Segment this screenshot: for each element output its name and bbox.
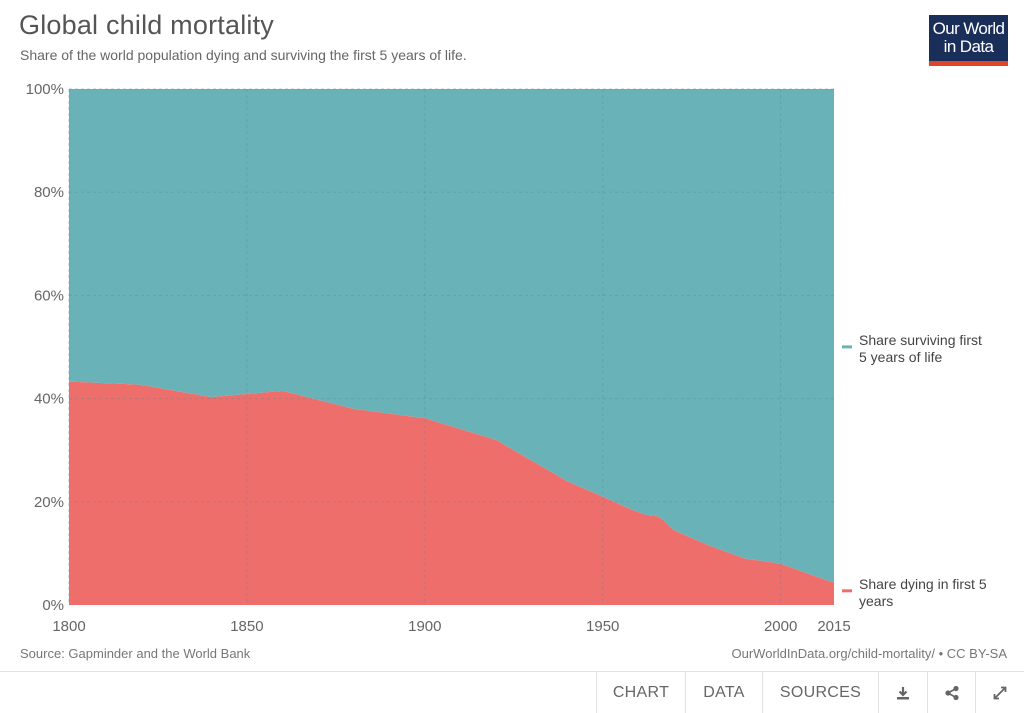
tab-data[interactable]: DATA [685, 672, 762, 713]
y-tick-label: 0% [42, 597, 64, 614]
source-note: Source: Gapminder and the World Bank [20, 646, 251, 661]
legend-surviving: Share surviving first 5 years of life [859, 332, 982, 365]
share-button[interactable] [927, 672, 975, 713]
expand-icon [993, 686, 1007, 699]
y-tick-label: 100% [26, 81, 64, 98]
series-area-dying[interactable] [69, 381, 834, 605]
expand-button[interactable] [975, 672, 1024, 713]
download-icon [897, 686, 909, 699]
chart-title: Global child mortality [19, 10, 274, 40]
y-tick-label: 80% [34, 184, 64, 201]
y-tick-label: 20% [34, 494, 64, 511]
chart-subtitle: Share of the world population dying and … [20, 47, 467, 63]
y-tick-label: 40% [34, 391, 64, 408]
x-tick-label: 2015 [817, 618, 850, 635]
logo-line-2: in Data [943, 37, 994, 56]
legend-dying: Share dying in first 5 years [859, 576, 987, 609]
share-icon [944, 685, 959, 700]
chart-toolbar: CHART DATA SOURCES [0, 671, 1024, 713]
x-tick-label: 1800 [52, 618, 85, 635]
chart-url[interactable]: OurWorldInData.org/child-mortality/ • CC… [731, 646, 1007, 661]
series-area-surviving[interactable] [69, 89, 834, 583]
x-tick-label: 2000 [764, 618, 797, 635]
x-tick-label: 1850 [230, 618, 263, 635]
area-chart: 0% 20% 40% 60% 80% 100% 1800 1850 1900 1950 2000 20… [26, 81, 987, 635]
x-tick-label: 1950 [586, 618, 619, 635]
download-button[interactable] [878, 672, 927, 713]
y-tick-label: 60% [34, 287, 64, 304]
owid-logo[interactable]: Our World in Data [929, 15, 1008, 66]
tab-chart[interactable]: CHART [596, 672, 685, 713]
x-tick-label: 1900 [408, 618, 441, 635]
logo-line-1: Our World [932, 19, 1005, 38]
tab-sources[interactable]: SOURCES [762, 672, 878, 713]
